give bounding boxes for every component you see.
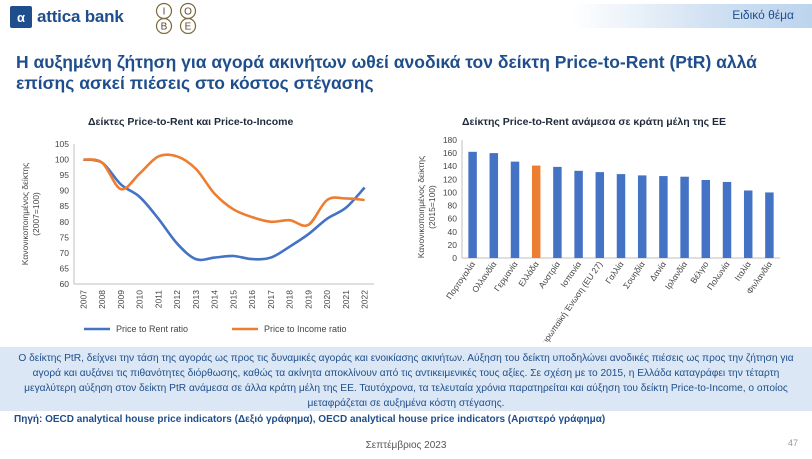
section-label-bar: Ειδικό θέμα <box>572 4 812 28</box>
y-tick-label: 70 <box>60 248 70 258</box>
attica-bank-logo: α attica bank <box>10 6 124 28</box>
y-tick-label: 20 <box>448 240 458 250</box>
line-chart: Κανονικοποιημένος δείκτης (2007=100) 60 65 7… <box>20 139 374 334</box>
bar-8 <box>637 175 647 258</box>
x-tick-label: 2009 <box>116 290 126 309</box>
source-note: Πηγή: OECD analytical house price indica… <box>14 414 606 425</box>
y-tick-label: 95 <box>60 170 70 180</box>
y-axis-label: (2007=100) <box>31 192 41 236</box>
y-tick-label: 85 <box>60 201 70 211</box>
x-tick-label: 2013 <box>191 290 201 309</box>
bar-11 <box>701 179 711 258</box>
info-box: Ο δείκτης PtR, δείχνει την τάση της αγορ… <box>0 347 812 411</box>
x-tick-label: 2011 <box>153 290 163 309</box>
x-tick-label: 2021 <box>341 290 351 309</box>
y-tick-label: 90 <box>60 186 70 196</box>
y-tick-label: 120 <box>443 174 457 184</box>
y-axis-label: Κανονικοποιημένος δείκτης <box>20 163 30 265</box>
series-line-price-to-rent-ratio <box>83 158 366 262</box>
page-number: 47 <box>787 438 798 448</box>
info-text: Ο δείκτης PtR, δείχνει την τάση της αγορ… <box>18 353 794 409</box>
x-tick-label: 2022 <box>360 290 370 309</box>
bar-14 <box>765 192 774 258</box>
y-axis-label: (2015=100) <box>427 185 437 229</box>
x-tick-label: Σουηδία <box>621 259 647 290</box>
brand-mark: α <box>10 6 32 28</box>
header: α attica bank I O B E Ειδικό θέμα <box>0 0 812 36</box>
x-tick-label: Πορτογαλία <box>444 259 477 301</box>
footer-date: Σεπτέμβριος 2023 <box>365 440 447 451</box>
bar-12 <box>722 181 732 258</box>
bar-chart: Κανονικοποιημένος δείκτης(2015=100) 0 20 40… <box>418 135 780 342</box>
x-tick-label: 2014 <box>210 290 220 309</box>
x-tick-label: 2018 <box>285 290 295 309</box>
brand-name: attica bank <box>37 7 124 26</box>
y-tick-label: 140 <box>443 161 457 171</box>
bar-2 <box>510 161 520 258</box>
svg-text:I: I <box>163 7 166 18</box>
left-chart-title: Δείκτες Price-to-Rent και Price-to-Incom… <box>88 116 294 128</box>
y-tick-label: 105 <box>55 139 69 149</box>
x-tick-label: Αυστρία <box>536 259 562 290</box>
slide-title: Η αυξημένη ζήτηση για αγορά ακινήτων ωθε… <box>16 52 757 93</box>
y-tick-label: 60 <box>448 214 458 224</box>
y-tick-label: 100 <box>55 155 69 165</box>
y-tick-label: 80 <box>60 217 70 227</box>
svg-text:E: E <box>185 22 192 33</box>
x-tick-label: Δανία <box>647 259 668 283</box>
svg-text:O: O <box>184 7 192 18</box>
bar-1 <box>489 153 499 258</box>
x-tick-label: 2017 <box>266 290 276 309</box>
svg-text:B: B <box>161 22 168 33</box>
y-tick-label: 180 <box>443 135 457 145</box>
y-tick-label: 80 <box>448 201 458 211</box>
y-tick-label: 60 <box>60 279 70 289</box>
bar-4 <box>553 166 562 258</box>
x-tick-label: 2015 <box>228 290 238 309</box>
y-tick-label: 0 <box>452 253 457 263</box>
iobe-logo: I O B E <box>155 2 197 34</box>
right-chart-title: Δείκτης Price-to-Rent ανάμεσα σε κράτη μ… <box>462 116 727 128</box>
y-tick-label: 100 <box>443 187 457 197</box>
y-tick-label: 65 <box>60 263 70 273</box>
x-tick-label: 2020 <box>322 290 332 309</box>
bar-7 <box>616 174 626 258</box>
legend-label: Price to Rent ratio <box>116 324 188 334</box>
bar-3 <box>531 165 541 258</box>
y-tick-label: 75 <box>60 232 70 242</box>
series-line-price-to-income-ratio <box>83 153 365 227</box>
legend-label: Price to Income ratio <box>264 324 347 334</box>
bar-10 <box>680 176 689 258</box>
bar-5 <box>574 170 583 258</box>
bar-13 <box>743 190 753 258</box>
bar-0 <box>468 151 477 258</box>
bar-9 <box>659 176 668 258</box>
x-tick-label: Ιταλία <box>732 259 753 282</box>
x-tick-label: 2016 <box>247 290 257 309</box>
x-tick-label: 2008 <box>97 290 107 309</box>
y-axis-label: Κανονικοποιημένος δείκτης <box>418 156 426 258</box>
x-tick-label: Ιρλανδία <box>663 259 690 291</box>
x-tick-label: 2010 <box>135 290 145 309</box>
x-tick-label: 2007 <box>78 290 88 309</box>
section-label: Ειδικό θέμα <box>732 8 794 22</box>
bar-6 <box>595 172 605 258</box>
y-tick-label: 160 <box>443 148 457 158</box>
x-tick-label: 2012 <box>172 290 182 309</box>
x-tick-label: 2019 <box>303 290 313 309</box>
y-tick-label: 40 <box>448 227 458 237</box>
